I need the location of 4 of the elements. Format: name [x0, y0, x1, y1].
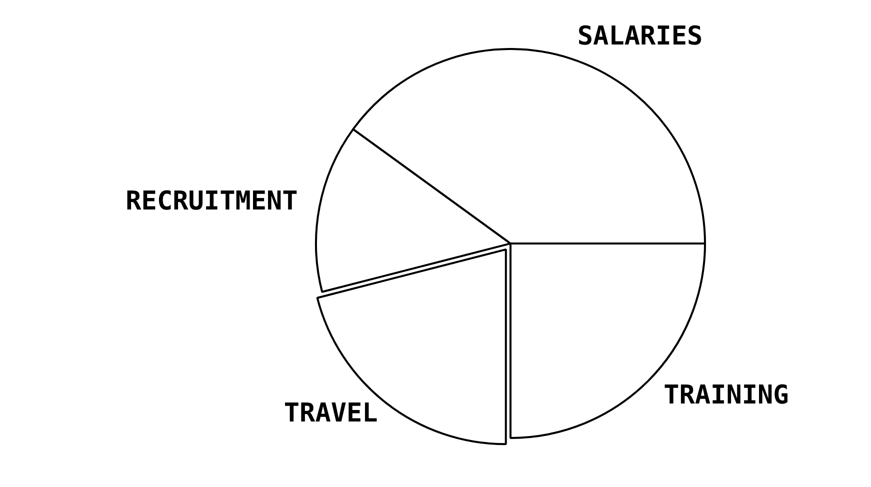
slice-label: TRAINING: [664, 380, 789, 410]
slice-label: RECRUITMENT: [126, 186, 298, 217]
slice-label: TRAVEL: [284, 398, 378, 428]
slice-label: SALARIES: [577, 21, 703, 52]
